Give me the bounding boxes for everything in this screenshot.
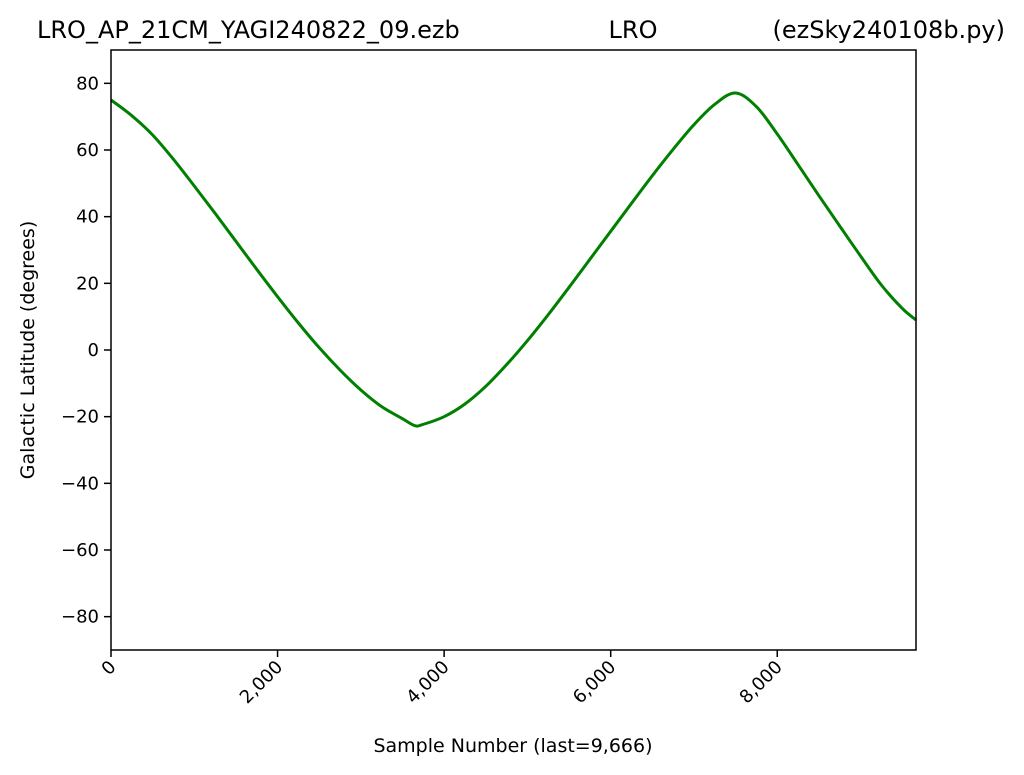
y-tick-label: 0	[88, 340, 99, 361]
x-axis-label: Sample Number (last=9,666)	[373, 735, 652, 757]
y-tick-label: −60	[61, 540, 99, 561]
chart-title-center: LRO	[609, 16, 658, 44]
y-tick-label: −20	[61, 407, 99, 428]
series-line-0	[110, 91, 917, 428]
chart-title-left: LRO_AP_21CM_YAGI240822_09.ezb	[37, 16, 460, 44]
y-tick-label: −80	[61, 607, 99, 628]
chart-title-right: (ezSky240108b.py)	[773, 16, 1006, 44]
y-tick-label: −40	[61, 473, 99, 494]
y-tick-label: 80	[76, 73, 99, 94]
y-tick-label: 60	[76, 140, 99, 161]
y-tick-label: 40	[76, 207, 99, 228]
y-axis-label: Galactic Latitude (degrees)	[17, 221, 39, 480]
y-tick-label: 20	[76, 273, 99, 294]
